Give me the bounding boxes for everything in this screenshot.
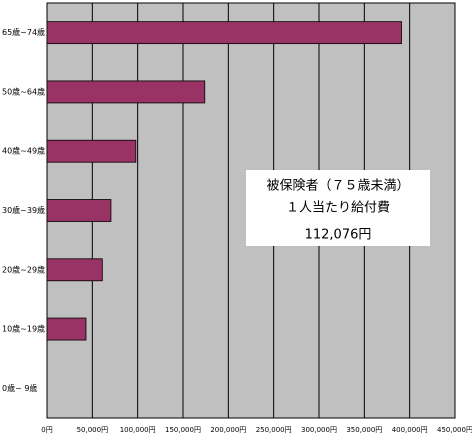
- bar: [46, 21, 402, 45]
- x-tick-label: 100,000円: [120, 426, 156, 434]
- y-tick-label: 65歳~74歳: [2, 27, 45, 37]
- annotation-line: 112,076円: [305, 228, 372, 243]
- y-tick-label: 0歳~ 9歳: [2, 383, 37, 393]
- y-tick-label: 10歳~19歳: [2, 324, 45, 334]
- bar: [46, 139, 137, 163]
- bar: [46, 199, 112, 222]
- x-tick-label: 150,000円: [165, 426, 201, 434]
- x-tick-label: 0円: [41, 426, 52, 434]
- x-tick-label: 250,000円: [256, 426, 292, 434]
- y-tick-label: 50歳~64歳: [2, 86, 45, 96]
- annotation-line: 被保険者（７５歳未満）: [266, 179, 409, 194]
- x-tick-label: 400,000円: [392, 426, 428, 434]
- x-tick-label: 50,000円: [77, 426, 109, 434]
- bar: [46, 80, 206, 104]
- bar: [46, 317, 87, 341]
- y-tick-label: 40歳~49歳: [2, 146, 45, 156]
- y-tick-label: 20歳~29歳: [2, 264, 45, 274]
- annotation-line: １人当たり給付費: [286, 201, 390, 216]
- annotation-box: [246, 170, 430, 246]
- x-tick-label: 450,000円: [437, 426, 472, 434]
- y-tick-label: 30歳~39歳: [2, 205, 45, 215]
- x-tick-label: 300,000円: [301, 426, 337, 434]
- bar: [46, 258, 103, 282]
- x-tick-label: 350,000円: [346, 426, 382, 434]
- x-tick-label: 200,000円: [210, 426, 246, 434]
